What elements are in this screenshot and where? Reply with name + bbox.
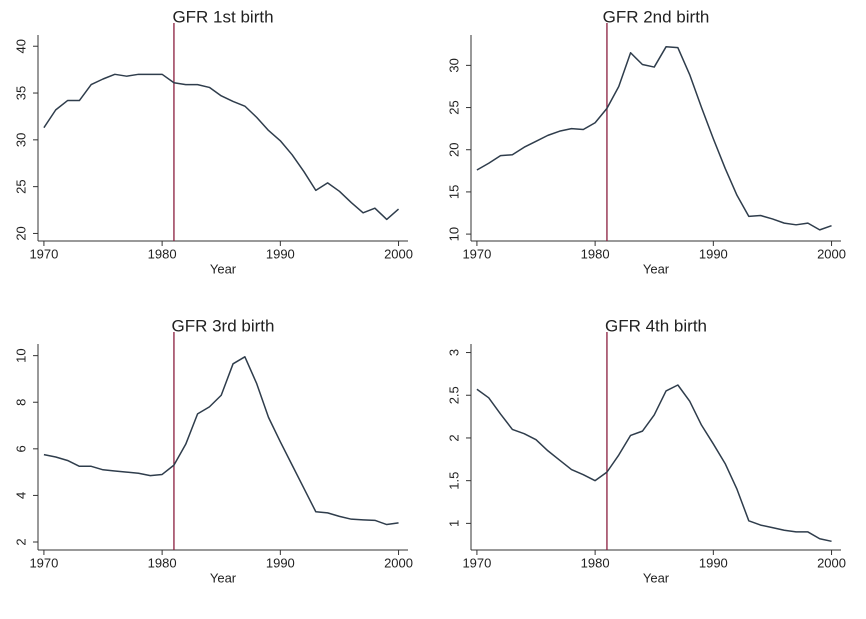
- x-tick-label: 1970: [462, 246, 491, 261]
- y-tick-label: 10: [13, 348, 28, 362]
- y-tick-label: 2: [13, 538, 28, 545]
- chart-title: GFR 1st birth: [172, 7, 273, 26]
- y-tick-label: 2: [446, 434, 461, 441]
- x-tick-label: 1980: [581, 246, 610, 261]
- x-axis-label: Year: [210, 570, 237, 585]
- x-tick-label: 1980: [148, 246, 177, 261]
- x-tick-label: 2000: [817, 246, 846, 261]
- data-line: [43, 73, 400, 221]
- y-tick-label: 35: [13, 86, 28, 100]
- y-tick-label: 15: [446, 185, 461, 199]
- y-tick-label: 20: [13, 226, 28, 240]
- x-tick-label: 2000: [817, 555, 846, 570]
- x-tick-label: 1990: [699, 555, 728, 570]
- x-tick-label: 1990: [266, 555, 295, 570]
- y-tick-label: 1.5: [446, 472, 461, 490]
- y-tick-label: 2.5: [446, 386, 461, 404]
- y-tick-label: 25: [13, 179, 28, 193]
- chart-title: GFR 2nd birth: [603, 7, 710, 26]
- x-axis-label: Year: [643, 570, 670, 585]
- x-tick-label: 1990: [699, 246, 728, 261]
- y-tick-label: 25: [446, 100, 461, 114]
- x-axis-label: Year: [210, 261, 237, 276]
- y-tick-label: 40: [13, 39, 28, 53]
- x-tick-label: 1980: [581, 555, 610, 570]
- x-tick-label: 1990: [266, 246, 295, 261]
- y-tick-label: 8: [13, 399, 28, 406]
- y-tick-label: 1: [446, 520, 461, 527]
- x-tick-label: 2000: [384, 555, 413, 570]
- y-tick-label: 30: [13, 133, 28, 147]
- x-tick-label: 1970: [462, 555, 491, 570]
- x-axis-label: Year: [643, 261, 670, 276]
- y-tick-label: 6: [13, 445, 28, 452]
- y-tick-label: 10: [446, 227, 461, 241]
- x-tick-label: 1970: [29, 246, 58, 261]
- data-line: [43, 356, 399, 526]
- y-tick-label: 4: [13, 492, 28, 499]
- y-tick-label: 30: [446, 58, 461, 72]
- x-tick-label: 1980: [148, 555, 177, 570]
- x-tick-label: 1970: [29, 555, 58, 570]
- x-tick-label: 2000: [384, 246, 413, 261]
- chart-title: GFR 4th birth: [605, 316, 707, 335]
- chart-title: GFR 3rd birth: [172, 316, 275, 335]
- y-tick-label: 20: [446, 142, 461, 156]
- data-line: [476, 384, 832, 543]
- y-tick-label: 3: [446, 349, 461, 356]
- data-line: [476, 46, 832, 231]
